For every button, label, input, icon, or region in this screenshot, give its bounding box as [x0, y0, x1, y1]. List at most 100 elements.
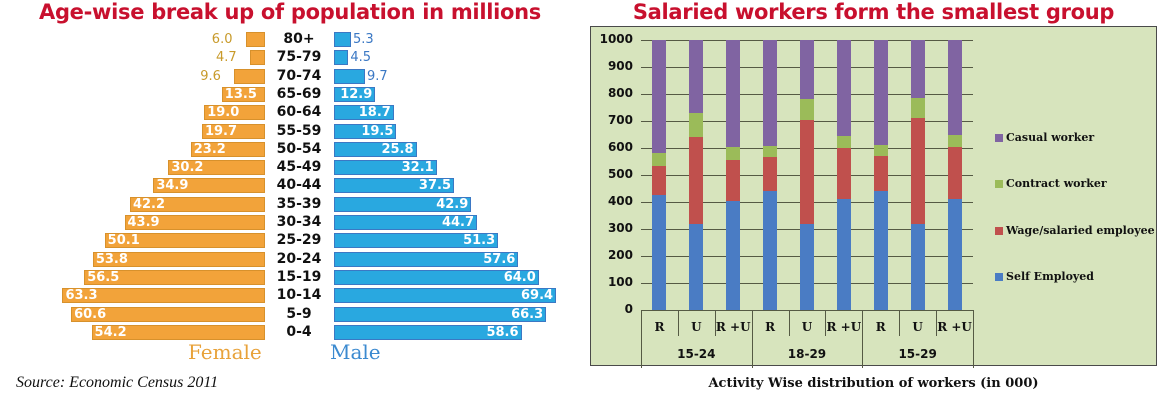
female-bar	[245, 32, 265, 47]
female-bar	[71, 306, 265, 322]
age-group-label: 55-59	[276, 122, 322, 139]
male-value: 42.9	[436, 196, 469, 212]
female-bar	[92, 251, 265, 267]
female-bar	[249, 50, 265, 66]
bar-segment-casual-worker	[800, 40, 814, 100]
male-value: 58.6	[486, 324, 519, 340]
axis-divider	[714, 310, 716, 336]
x-category-label: R	[875, 320, 886, 334]
bar-segment-casual-worker	[689, 40, 704, 113]
male-value: 64.0	[503, 269, 536, 285]
bar-segment-contract-worker	[726, 146, 741, 161]
bar-segment-casual-worker	[947, 40, 962, 135]
female-value: 42.2	[132, 196, 166, 212]
bar-segment-contract-worker	[836, 135, 851, 148]
female-value: 54.2	[94, 324, 127, 340]
age-group-label: 20-24	[276, 250, 322, 267]
male-bar	[334, 105, 394, 121]
bar-segment-casual-worker	[873, 40, 888, 146]
age-group-label: 70-74	[276, 67, 322, 84]
x-group-label: 18-29	[787, 347, 827, 361]
y-tick-label: 100	[607, 275, 633, 289]
male-bar	[334, 141, 417, 157]
female-value: 4.7	[215, 50, 237, 66]
y-tick-label: 300	[607, 221, 633, 235]
female-value: 60.6	[74, 306, 107, 322]
y-tick-label: 700	[607, 113, 633, 127]
female-bar	[124, 215, 265, 230]
age-group-label: 30-34	[276, 214, 322, 230]
bar-segment-wage-salaried-employee	[652, 165, 667, 196]
male-bar	[334, 160, 437, 176]
male-value: 5.3	[352, 32, 374, 47]
male-value: 51.3	[463, 233, 496, 249]
y-tick-label: 400	[607, 194, 633, 208]
bar-segment-self-employed	[800, 223, 814, 310]
x-category-label: U	[912, 320, 923, 334]
male-value: 12.9	[340, 86, 373, 102]
y-tick-label: 0	[624, 302, 633, 316]
female-bar	[91, 324, 265, 340]
legend-swatch-icon	[995, 272, 1003, 281]
x-category-label: R +U	[937, 320, 972, 334]
x-group-label: 15-24	[677, 347, 716, 361]
stacked-chart-caption: Activity Wise distribution of workers (i…	[708, 376, 1039, 391]
bar-segment-contract-worker	[689, 112, 704, 138]
age-group-label: 75-79	[276, 49, 322, 66]
male-bar	[334, 196, 472, 212]
male-value: 19.5	[361, 123, 394, 139]
age-group-label: 5-9	[286, 305, 312, 322]
female-bar	[204, 105, 265, 121]
bar-segment-wage-salaried-employee	[873, 156, 888, 192]
y-tick-label: 200	[607, 248, 633, 262]
bar-segment-self-employed	[910, 223, 925, 310]
pyramid-title: Age-wise break up of population in milli…	[39, 0, 541, 24]
male-value: 44.7	[441, 215, 475, 230]
age-group-label: 0-4	[286, 323, 312, 340]
female-bar	[129, 196, 265, 212]
y-tick-label: 900	[607, 59, 633, 73]
male-value: 66.3	[511, 306, 544, 322]
bar-segment-wage-salaried-employee	[836, 148, 851, 200]
female-value: 9.6	[200, 68, 221, 84]
bar-segment-wage-salaried-employee	[763, 157, 778, 192]
female-bar	[104, 233, 265, 249]
bar-segment-contract-worker	[873, 145, 888, 157]
male-value: 57.6	[483, 251, 516, 267]
male-bar	[334, 178, 454, 194]
legend-label: Casual worker	[1006, 131, 1095, 144]
gridline	[641, 310, 973, 311]
male-value: 69.4	[521, 288, 554, 304]
age-group-label: 15-19	[276, 268, 322, 285]
bar-segment-self-employed	[836, 199, 851, 310]
legend-swatch-icon	[995, 133, 1003, 142]
male-bar	[334, 269, 539, 285]
y-tick-label: 800	[607, 86, 633, 100]
male-bar	[334, 123, 397, 139]
x-category-label: R	[654, 320, 665, 334]
bar-segment-self-employed	[726, 200, 741, 310]
source-note: Source: Economic Census 2011	[16, 374, 219, 391]
age-group-label: 80+	[283, 31, 315, 47]
bar-segment-self-employed	[689, 223, 704, 310]
axis-divider	[936, 310, 938, 336]
bar-segment-wage-salaried-employee	[947, 146, 962, 200]
female-bar	[234, 68, 265, 84]
female-bar	[84, 269, 265, 285]
female-bar	[62, 288, 265, 304]
x-group-label: 15-29	[898, 347, 937, 361]
x-category-label: U	[801, 320, 813, 334]
male-bar	[334, 32, 351, 47]
age-group-label: 10-14	[276, 287, 322, 304]
male-value: 18.7	[358, 105, 391, 121]
bar-segment-self-employed	[652, 195, 667, 310]
bar-segment-self-employed	[763, 191, 778, 310]
bar-segment-wage-salaried-employee	[800, 119, 814, 224]
male-value: 37.5	[418, 178, 451, 194]
male-bar	[334, 68, 366, 84]
bar-segment-self-employed	[947, 199, 962, 310]
legend-item: Wage/salaried employee	[995, 224, 1155, 237]
x-category-label: R +U	[826, 320, 862, 334]
legend-item: Casual worker	[995, 131, 1094, 144]
legend-item: Self Employed	[995, 270, 1094, 283]
